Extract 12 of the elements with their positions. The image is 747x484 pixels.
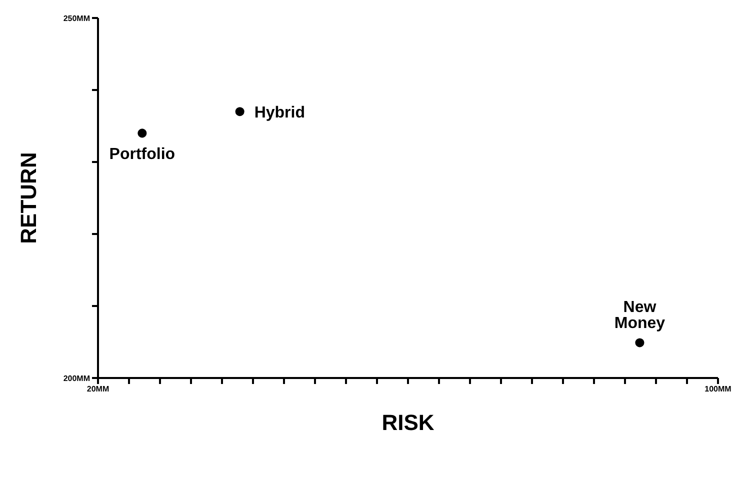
point bbox=[635, 338, 644, 348]
x-axis-title: RISK bbox=[382, 410, 434, 435]
x-tick-label: 20MM bbox=[86, 384, 110, 394]
point bbox=[235, 107, 244, 116]
point bbox=[138, 128, 147, 138]
y-tick-label: 250MM bbox=[63, 14, 90, 23]
series-label: Hybrid bbox=[254, 104, 306, 122]
y-tick-label: 200MM bbox=[63, 374, 90, 383]
y-axis-title: RETURN bbox=[16, 152, 41, 244]
x-tick-label: 100MM bbox=[704, 384, 732, 394]
series-label: New Money bbox=[614, 299, 666, 332]
series-label: Portfolio bbox=[109, 146, 176, 164]
